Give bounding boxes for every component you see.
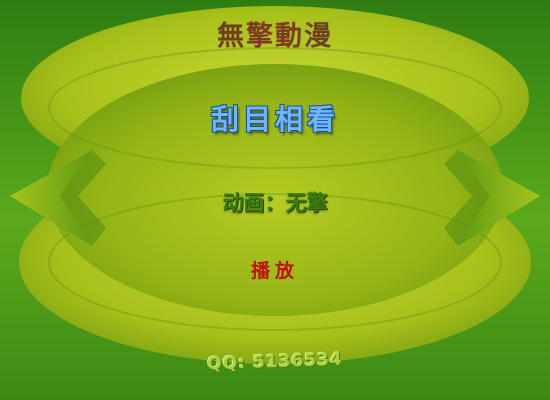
right-arrow-icon xyxy=(458,150,540,246)
animation-title: 刮目相看 xyxy=(210,103,339,136)
inner-ellipse xyxy=(47,64,503,316)
animator-credit: 动画：无擎 xyxy=(222,191,328,215)
brand-logo-text: 無擎動漫 xyxy=(0,14,550,53)
play-button[interactable]: 播放 xyxy=(250,260,299,282)
left-arrow-icon xyxy=(10,150,92,246)
